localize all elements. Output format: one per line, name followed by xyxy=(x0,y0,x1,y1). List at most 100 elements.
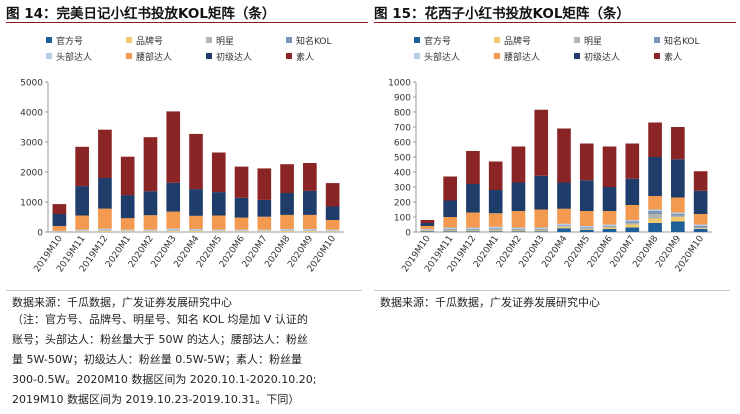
bar-segment xyxy=(579,226,594,228)
bar-segment xyxy=(420,226,435,229)
bar-segment xyxy=(443,227,457,229)
bar-segment xyxy=(534,109,549,176)
bar-segment xyxy=(52,214,67,226)
bar-segment xyxy=(325,231,340,232)
bar-segment xyxy=(579,227,594,229)
bar-segment xyxy=(511,231,526,232)
bar-segment xyxy=(602,224,617,226)
bar-segment xyxy=(280,214,294,229)
bar-segment xyxy=(466,184,480,213)
bar-segment xyxy=(648,209,662,211)
bar-segment xyxy=(443,229,457,230)
bar-segment xyxy=(443,217,457,228)
legend-swatch xyxy=(654,53,660,59)
bar-segment xyxy=(75,231,89,232)
bar-segment xyxy=(534,231,549,232)
bar-segment xyxy=(211,229,226,231)
legend-swatch xyxy=(574,53,580,59)
bar-segment xyxy=(234,231,249,232)
bar-segment xyxy=(420,231,435,232)
legend-item: 腰部达人 xyxy=(126,50,172,63)
bar-segment xyxy=(189,215,203,229)
bar-segment xyxy=(120,218,135,230)
bar-segment xyxy=(534,227,549,229)
y-tick-label: 200 xyxy=(394,199,411,209)
bar-segment xyxy=(303,214,317,229)
y-tick-label: 300 xyxy=(394,184,411,194)
bar-segment xyxy=(466,151,480,184)
bar-segment xyxy=(166,228,181,231)
bar-segment xyxy=(257,168,272,200)
legend-swatch xyxy=(414,53,420,59)
bar-segment xyxy=(52,204,67,214)
bar-segment xyxy=(303,229,317,231)
bar-segment xyxy=(511,146,526,183)
legend-item: 品牌号 xyxy=(494,34,531,47)
bar-segment xyxy=(443,231,457,232)
bar-segment xyxy=(579,229,594,230)
legend-item: 素人 xyxy=(286,50,314,63)
bar-segment xyxy=(693,190,708,214)
bar-segment xyxy=(143,137,158,192)
bar-segment xyxy=(557,223,571,226)
bar-segment xyxy=(75,186,89,216)
bar-segment xyxy=(120,156,135,196)
legend-label: 头部达人 xyxy=(424,53,461,63)
bar-segment xyxy=(625,143,640,179)
bar-segment xyxy=(693,226,708,228)
bar-segment xyxy=(280,231,294,232)
y-tick-label: 0 xyxy=(405,229,411,239)
bar-segment xyxy=(166,211,181,229)
bar-segment xyxy=(189,133,203,190)
bar-segment xyxy=(511,227,526,229)
legend-item: 明星 xyxy=(206,34,234,47)
bar-segment xyxy=(557,182,571,209)
bar-segment xyxy=(534,229,549,231)
bar-segment xyxy=(75,215,89,230)
legend-label: 素人 xyxy=(296,53,315,63)
bar-segment xyxy=(602,146,617,187)
bar-segment xyxy=(443,230,457,232)
data-source-right: 数据来源：千瓜数据，广发证券发展研究中心 xyxy=(380,296,600,309)
bar-segment xyxy=(98,178,112,209)
bar-segment xyxy=(325,183,340,207)
legend-swatch xyxy=(206,53,212,59)
bar-segment xyxy=(693,224,708,226)
legend-label: 头部达人 xyxy=(56,53,93,63)
bar-segment xyxy=(625,220,640,222)
bar-segment xyxy=(420,230,435,232)
bar-segment xyxy=(693,227,708,229)
bar-segment xyxy=(466,229,480,230)
bar-segment xyxy=(534,229,549,230)
bar-segment xyxy=(143,229,158,231)
y-tick-label: 400 xyxy=(394,169,411,179)
bar-segment xyxy=(488,213,503,227)
bar-segment xyxy=(511,229,526,231)
bar-segment xyxy=(280,229,294,231)
source-divider xyxy=(6,290,362,291)
legend-item: 头部达人 xyxy=(46,50,92,63)
bar-segment xyxy=(75,229,89,231)
bar-segment xyxy=(557,225,571,226)
bar-segment xyxy=(625,224,640,228)
bar-segment xyxy=(648,223,662,232)
bar-segment xyxy=(325,206,340,220)
bar-segment xyxy=(211,192,226,216)
bar-segment xyxy=(648,157,662,196)
bar-segment xyxy=(671,127,685,160)
footnote-line: 量 5W-50W；初级达人：粉丝量 0.5W-5W；素人：粉丝量 xyxy=(12,353,303,366)
bar-segment xyxy=(625,227,640,232)
y-tick-label: 1000 xyxy=(20,199,43,209)
bar-segment xyxy=(579,211,594,226)
bar-segment xyxy=(280,193,294,215)
y-tick-label: 500 xyxy=(394,154,411,164)
legend-item: 头部达人 xyxy=(414,50,460,63)
bar-segment xyxy=(466,212,480,228)
legend-item: 官方号 xyxy=(46,34,83,47)
legend-item: 品牌号 xyxy=(126,34,163,47)
title-rule xyxy=(6,22,368,23)
data-source-left: 数据来源：千瓜数据，广发证券发展研究中心 xyxy=(12,296,232,309)
footnote-line: 2019M10 数据区间为 2019.10.23-2019.10.31。下同） xyxy=(12,393,300,406)
bar-segment xyxy=(602,229,617,232)
bar-segment xyxy=(602,226,617,227)
